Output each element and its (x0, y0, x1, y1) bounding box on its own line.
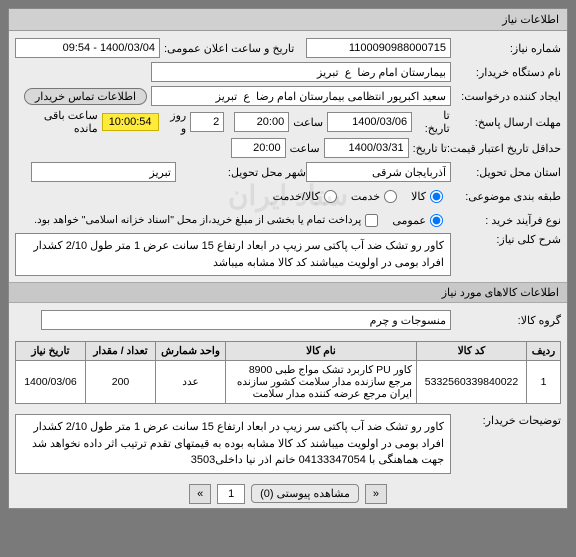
deliver-province-label: استان محل تحویل: (451, 166, 561, 179)
time-label-2: ساعت (286, 142, 324, 155)
time-label-1: ساعت (289, 116, 327, 129)
goods-section-title: اطلاعات کالاهای مورد نیاز (442, 287, 559, 299)
cell-code: 5332560339840022 (417, 361, 527, 404)
validity-until-label: تا تاریخ: (409, 142, 451, 155)
until-date-label: تا تاریخ: (412, 109, 454, 135)
creator-field[interactable] (151, 86, 451, 106)
radio-service-input[interactable] (384, 190, 397, 203)
treasury-checkbox[interactable] (365, 214, 378, 227)
radio-goods[interactable]: کالا (411, 190, 443, 203)
deliver-city-field[interactable] (31, 162, 176, 182)
pager-prev[interactable]: « (365, 484, 387, 504)
radio-public-input[interactable] (430, 214, 443, 227)
goods-table: ردیف کد کالا نام کالا واحد شمارش تعداد /… (15, 341, 561, 404)
panel-title: اطلاعات نیاز (502, 14, 559, 26)
cell-qty: 200 (86, 361, 156, 404)
treasury-check[interactable]: پرداخت تمام یا بخشی از مبلغ خرید،از محل … (34, 214, 378, 227)
th-date: تاریخ نیاز (16, 342, 86, 361)
need-number-label: شماره نیاز: (451, 42, 561, 55)
radio-public[interactable]: عمومی (392, 214, 443, 227)
summary-text: کاور رو تشک ضد آب پاکتی سر زیپ در ابعاد … (15, 233, 451, 276)
buyer-notes-label: توضیحات خریدار: (451, 414, 561, 427)
summary-label: شرح کلی نیاز: (451, 233, 561, 246)
device-label: نام دستگاه خریدار: (451, 66, 561, 79)
radio-service-label: خدمت (351, 190, 380, 203)
th-code: کد کالا (417, 342, 527, 361)
th-row: ردیف (527, 342, 561, 361)
goods-group-label: گروه کالا: (451, 314, 561, 327)
radio-public-label: عمومی (392, 214, 426, 227)
radio-goods-service-label: کالا/خدمت (273, 190, 320, 203)
category-label: طبقه بندی موضوعی: (451, 190, 561, 203)
process-label: نوع فرآیند خرید : (451, 214, 561, 227)
cell-name: کاور PU کاربرد تشک مواج طبی 8900 مرجع سا… (226, 361, 417, 404)
page-number[interactable] (217, 484, 245, 504)
radio-goods-service-input[interactable] (324, 190, 337, 203)
send-time-field[interactable] (234, 112, 289, 132)
pager-next[interactable]: » (189, 484, 211, 504)
attachments-button[interactable]: مشاهده پیوستی (0) (251, 484, 359, 503)
creator-label: ایجاد کننده درخواست: (451, 90, 561, 103)
th-name: نام کالا (226, 342, 417, 361)
announce-field[interactable] (15, 38, 160, 58)
table-row[interactable]: 1 5332560339840022 کاور PU کاربرد تشک مو… (16, 361, 561, 404)
device-field[interactable] (151, 62, 451, 82)
radio-goods-service[interactable]: کالا/خدمت (273, 190, 337, 203)
days-remain-label: روز و (159, 109, 191, 135)
goods-section-header: اطلاعات کالاهای مورد نیاز (9, 282, 567, 303)
remain-label: ساعت باقی مانده (15, 109, 102, 135)
need-number-field[interactable] (306, 38, 451, 58)
table-header-row: ردیف کد کالا نام کالا واحد شمارش تعداد /… (16, 342, 561, 361)
contact-buyer-button[interactable]: اطلاعات تماس خریدار (24, 88, 147, 105)
cell-date: 1400/03/06 (16, 361, 86, 404)
send-date-field[interactable] (327, 112, 412, 132)
need-info-panel: اطلاعات نیاز شماره نیاز: تاریخ و ساعت اع… (8, 8, 568, 509)
th-qty: تعداد / مقدار (86, 342, 156, 361)
deadline-send-label: مهلت ارسال پاسخ: (454, 116, 561, 129)
validity-time-field[interactable] (231, 138, 286, 158)
th-unit: واحد شمارش (156, 342, 226, 361)
validity-date-field[interactable] (324, 138, 409, 158)
countdown-box: 10:00:54 (102, 113, 159, 131)
pager: « مشاهده پیوستی (0) » (9, 480, 567, 508)
validity-label: حداقل تاریخ اعتبار قیمت: (451, 142, 561, 155)
announce-label: تاریخ و ساعت اعلان عمومی: (160, 42, 298, 55)
goods-group-field[interactable] (41, 310, 451, 330)
treasury-note: پرداخت تمام یا بخشی از مبلغ خرید،از محل … (34, 214, 361, 226)
deliver-city-label: شهر محل تحویل: (176, 166, 306, 179)
cell-idx: 1 (527, 361, 561, 404)
deliver-province-field[interactable] (306, 162, 451, 182)
radio-goods-label: کالا (411, 190, 426, 203)
radio-goods-input[interactable] (430, 190, 443, 203)
days-remain-field[interactable] (190, 112, 224, 132)
cell-unit: عدد (156, 361, 226, 404)
radio-service[interactable]: خدمت (351, 190, 397, 203)
panel-header: اطلاعات نیاز (9, 9, 567, 31)
buyer-notes-text: کاور رو تشک ضد آب پاکتی سر زیپ در ابعاد … (15, 414, 451, 474)
